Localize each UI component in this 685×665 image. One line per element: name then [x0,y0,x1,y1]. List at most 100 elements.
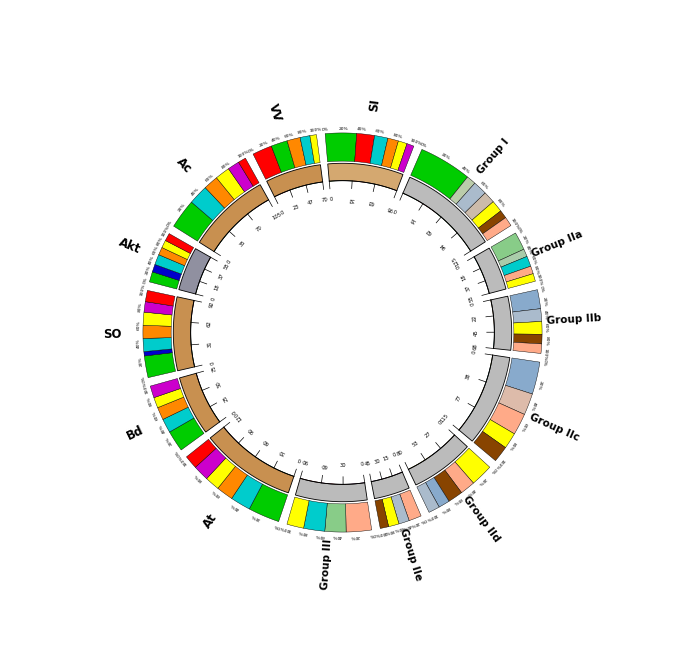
Text: 94: 94 [439,241,447,249]
Polygon shape [169,418,204,450]
Text: 60%: 60% [315,533,325,538]
Text: 40%: 40% [525,245,533,255]
Text: 100%: 100% [536,273,543,287]
Polygon shape [482,420,514,448]
Polygon shape [490,403,525,434]
Text: 60%: 60% [284,132,295,139]
Polygon shape [154,388,184,408]
Polygon shape [144,349,173,356]
Text: 40%: 40% [460,166,471,174]
Polygon shape [434,470,462,501]
Polygon shape [474,248,506,293]
Text: 40%: 40% [158,423,166,433]
Text: 31: 31 [207,340,212,347]
Text: 120: 120 [233,410,243,421]
Text: 80%: 80% [544,336,549,346]
Text: 40%: 40% [136,338,141,348]
Polygon shape [248,355,484,459]
Text: 40%: 40% [190,187,200,197]
Polygon shape [203,353,467,430]
Text: 0%: 0% [273,523,281,529]
Polygon shape [271,215,453,476]
Polygon shape [199,185,269,251]
Text: 60%: 60% [530,255,536,265]
Text: 0%: 0% [321,127,328,132]
Text: 0: 0 [280,210,286,216]
Polygon shape [152,265,182,281]
Polygon shape [191,313,375,481]
Text: 0: 0 [472,350,477,354]
Polygon shape [192,228,461,367]
Circle shape [110,100,575,565]
Polygon shape [163,407,194,432]
Text: 80%: 80% [384,528,395,534]
Text: 100%: 100% [493,458,504,469]
Text: 20%: 20% [145,265,151,276]
Polygon shape [310,134,320,164]
Polygon shape [514,334,542,344]
Text: 80%: 80% [297,130,308,136]
Polygon shape [472,201,501,228]
Text: 60%: 60% [545,323,549,332]
Text: 60: 60 [262,438,270,446]
Text: 37: 37 [464,283,471,291]
Text: 100%: 100% [237,150,249,159]
Text: 80%: 80% [147,396,154,406]
Polygon shape [310,182,490,379]
Text: 0%: 0% [419,517,427,523]
Text: 62: 62 [207,321,212,327]
Text: 63: 63 [367,199,375,205]
Text: 60%: 60% [211,488,221,497]
Polygon shape [400,490,421,521]
Text: 20%: 20% [440,152,451,160]
Text: 20%: 20% [541,297,547,307]
Text: 115: 115 [440,413,450,424]
Polygon shape [207,257,330,483]
Polygon shape [325,503,346,532]
Text: 0%: 0% [166,220,173,228]
Polygon shape [411,150,468,199]
Text: 80%: 80% [440,505,450,513]
Text: 80%: 80% [297,529,308,535]
Polygon shape [195,448,226,479]
Polygon shape [238,158,259,186]
Polygon shape [190,331,433,461]
Circle shape [191,181,494,484]
Text: 20%: 20% [477,476,487,486]
Text: 20%: 20% [536,380,543,390]
Text: 100%: 100% [279,525,292,532]
Text: 32: 32 [347,197,354,202]
Text: 0%: 0% [174,449,182,456]
Polygon shape [391,494,409,524]
Polygon shape [329,181,417,292]
Polygon shape [239,366,428,465]
Polygon shape [371,472,409,499]
Text: 80%: 80% [156,235,164,246]
Text: 80%: 80% [138,302,142,312]
Text: 60%: 60% [152,410,160,420]
Polygon shape [159,247,188,266]
Text: 100%: 100% [425,512,438,521]
Text: 18: 18 [460,272,467,281]
Text: 0%: 0% [141,375,147,382]
Polygon shape [210,427,294,493]
Text: 18: 18 [214,283,221,291]
Polygon shape [190,321,423,466]
Text: 62: 62 [425,227,434,235]
Text: 30: 30 [340,464,347,468]
Polygon shape [491,296,512,350]
Polygon shape [275,191,436,296]
Text: 0: 0 [227,259,233,264]
Polygon shape [150,378,181,398]
Polygon shape [382,497,399,527]
Text: 20%: 20% [410,519,420,527]
Text: 77: 77 [455,394,462,402]
Text: 37: 37 [218,273,225,281]
Polygon shape [363,187,493,366]
Text: 40%: 40% [543,310,548,320]
Polygon shape [325,133,357,162]
Polygon shape [287,497,309,528]
Text: 47: 47 [307,200,314,206]
Text: 30: 30 [373,458,381,465]
Text: Group IIa: Group IIa [530,229,584,259]
